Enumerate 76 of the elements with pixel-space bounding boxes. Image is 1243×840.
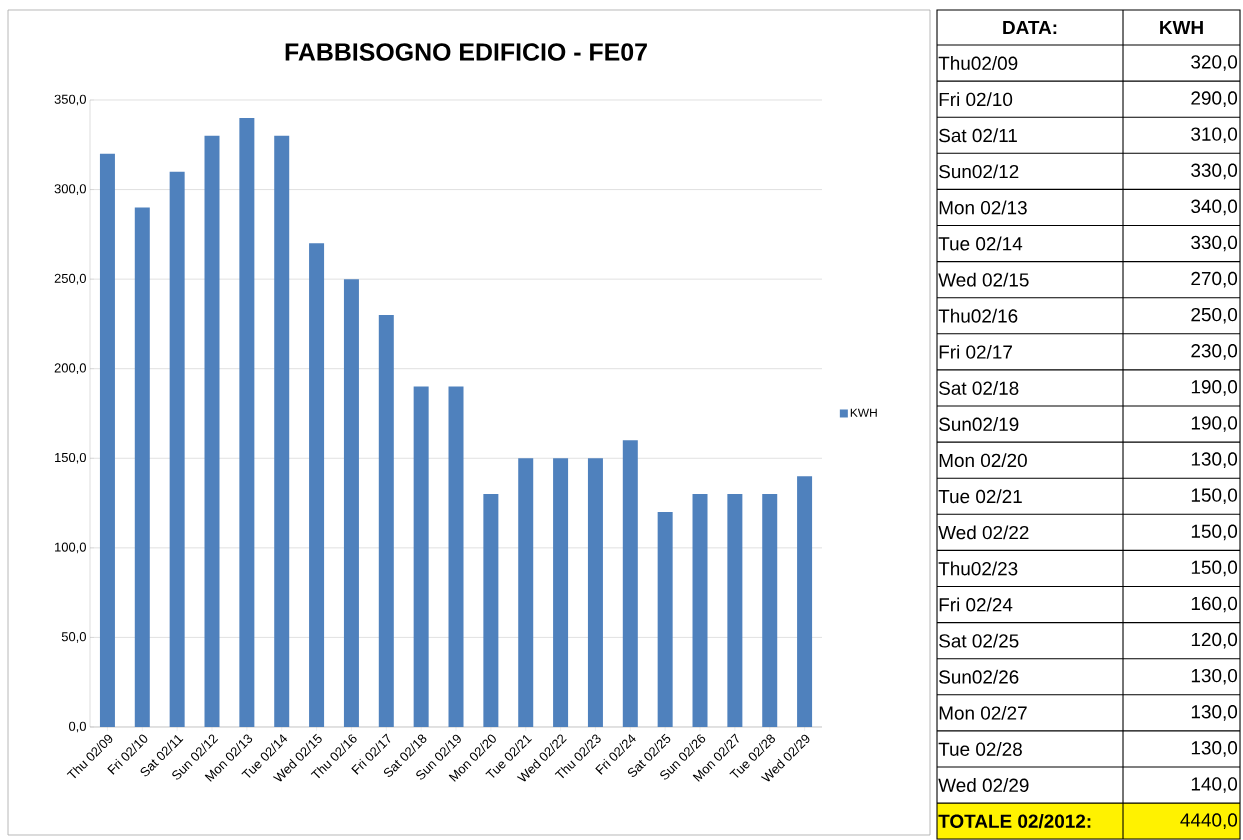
- text: Fri 02/10: [939, 92, 1013, 107]
- bar: [587, 458, 603, 728]
- bar: [239, 118, 255, 728]
- text: 150,0: [1191, 560, 1238, 577]
- text: Sat 02/11: [939, 128, 1017, 143]
- text: 330,0: [1191, 163, 1238, 180]
- text: 290,0: [1191, 91, 1238, 108]
- bar: [727, 494, 743, 728]
- bar: [204, 135, 220, 728]
- bar: [553, 458, 569, 728]
- bar: [378, 315, 394, 728]
- bar: [657, 512, 673, 728]
- text: 130,0: [1191, 669, 1238, 685]
- text: Wed 02/22: [938, 525, 1029, 540]
- y-tick-label: 350,0: [54, 94, 86, 106]
- text: 150,0: [1191, 488, 1238, 505]
- text: Sun02/19: [939, 417, 1019, 432]
- y-tick-label: 100,0: [55, 542, 86, 554]
- text: 250,0: [1191, 308, 1238, 324]
- y-tick-label: 50,0: [61, 632, 86, 643]
- text: Sat 02/25: [939, 633, 1019, 648]
- y-tick-label: 0,0: [68, 721, 86, 733]
- text: 140,0: [1191, 777, 1238, 794]
- bar: [448, 386, 464, 728]
- text: Fri 02/17: [939, 345, 1012, 359]
- text: 330,0: [1191, 235, 1238, 252]
- text: 230,0: [1191, 344, 1238, 360]
- text: 150,0: [1191, 524, 1238, 541]
- bar: [274, 135, 290, 728]
- text: 160,0: [1191, 596, 1238, 613]
- text: DATA:: [1003, 21, 1057, 35]
- bar: [413, 386, 429, 728]
- text: Thu02/09: [938, 56, 1018, 71]
- text: Wed 02/29: [938, 778, 1029, 793]
- y-tick-label: 300,0: [54, 184, 86, 196]
- text: 310,0: [1191, 127, 1238, 144]
- bar: [518, 458, 534, 728]
- text: Sat 02/18: [939, 381, 1019, 396]
- text: 4440,0: [1180, 813, 1238, 830]
- text: Thu02/16: [938, 308, 1018, 323]
- text: Tue 02/21: [938, 489, 1022, 504]
- text: Sun02/26: [939, 669, 1019, 684]
- text: KWH: [1160, 21, 1203, 35]
- bar: [622, 440, 638, 728]
- bar: [483, 494, 499, 728]
- bar: [762, 494, 778, 728]
- bar: [692, 494, 708, 728]
- text: 340,0: [1191, 199, 1238, 216]
- text: 320,0: [1191, 55, 1238, 72]
- text: 190,0: [1191, 380, 1238, 396]
- text: 130,0: [1191, 452, 1238, 469]
- text: Mon 02/27: [939, 706, 1027, 720]
- bar: [169, 171, 185, 728]
- bar: [99, 153, 115, 728]
- text: Mon 02/20: [939, 453, 1027, 468]
- y-tick-label: 200,0: [54, 363, 86, 375]
- text: 130,0: [1191, 741, 1238, 757]
- bar: [134, 207, 150, 728]
- text: Tue 02/14: [938, 236, 1023, 251]
- text: Mon 02/13: [939, 200, 1027, 215]
- text: 190,0: [1191, 416, 1238, 433]
- text: Fri 02/24: [939, 597, 1013, 612]
- y-tick-label: 250,0: [54, 273, 86, 285]
- y-tick-label: 150,0: [55, 453, 86, 464]
- text: Thu02/23: [938, 561, 1018, 576]
- text: 120,0: [1191, 632, 1238, 649]
- bar: [797, 476, 813, 728]
- chart-title: FABBISOGNO EDIFICIO - FE07: [285, 43, 647, 61]
- text: 130,0: [1191, 705, 1238, 721]
- text: Wed 02/15: [938, 272, 1029, 287]
- bar: [343, 279, 359, 728]
- text: TOTALE 02/2012:: [938, 814, 1091, 829]
- legend-label: KWH: [850, 408, 877, 418]
- text: Sun02/12: [939, 164, 1019, 179]
- text: 270,0: [1191, 271, 1238, 288]
- bar: [309, 243, 325, 728]
